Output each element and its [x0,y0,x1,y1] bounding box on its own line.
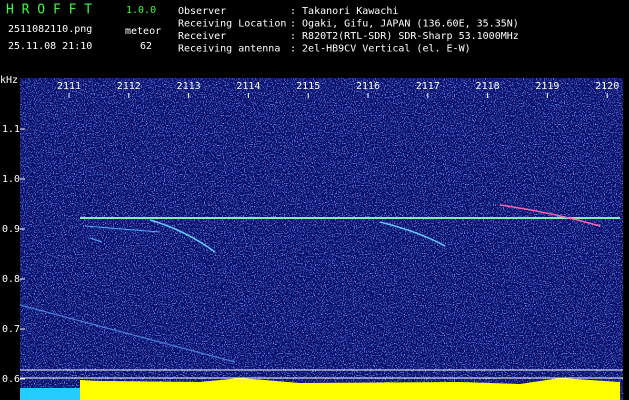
info-label: Receiving antenna [178,44,280,55]
filename: 2511082110.png [8,24,92,35]
info-label: Receiving Location [178,19,286,30]
info-value: : R820T2(RTL-SDR) SDR-Sharp 53.1000MHz [290,31,519,42]
y-tick-label: 0.7 [2,324,20,335]
signal-level [20,388,80,400]
info-value: : Takanori Kawachi [290,6,398,17]
x-tick-label: 2116 [356,81,380,92]
meteor-trace [379,221,446,247]
info-label: Receiver [178,31,226,42]
x-tick-label: 2114 [236,81,260,92]
version: 1.0.0 [126,5,156,16]
x-tick-label: 2120 [595,81,619,92]
count: 62 [140,41,152,52]
unit: kHz [0,75,18,86]
meteor-trace [499,204,601,227]
meteor-trace [84,225,161,233]
x-tick-label: 2115 [296,81,320,92]
y-tick-label: 1.0 [2,174,20,185]
trace [19,304,236,363]
y-tick-label: 0.9 [2,224,20,235]
meteor-trace [89,237,103,243]
app-name: H R O F F T [6,3,92,18]
x-tick-label: 2117 [416,81,440,92]
mode: meteor [125,26,161,37]
meteor-trace [149,219,216,253]
x-tick-label: 2112 [117,81,141,92]
info-value: : 2el-HB9CV Vertical (el. E-W) [290,44,471,55]
datetime: 25.11.08 21:10 [8,41,92,52]
x-tick-label: 2111 [57,81,81,92]
x-tick-label: 2119 [535,81,559,92]
info-label: Observer [178,6,226,17]
noise [20,78,623,400]
x-tick-label: 2113 [177,81,201,92]
x-tick-label: 2118 [476,81,500,92]
info-value: : Ogaki, Gifu, JAPAN (136.60E, 35.35N) [290,19,519,30]
y-tick-label: 0.8 [2,274,20,285]
y-tick-label: 1.1 [2,124,20,135]
signal-level [80,378,620,400]
y-tick-label: 0.6 [2,374,20,385]
